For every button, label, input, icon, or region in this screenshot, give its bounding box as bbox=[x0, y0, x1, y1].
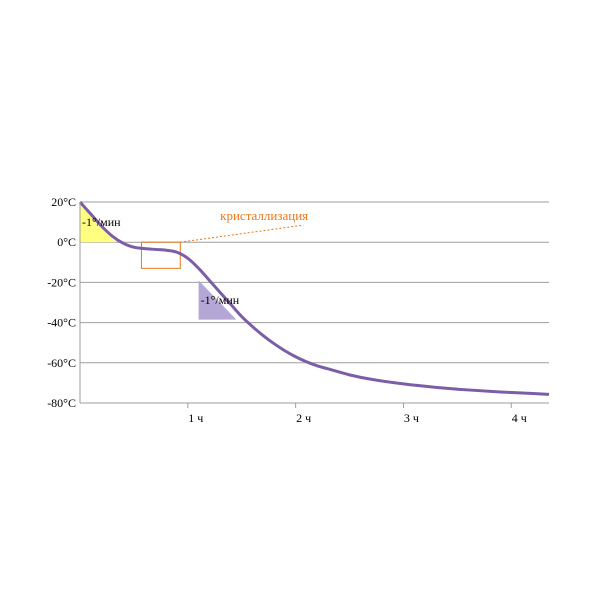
y-tick-label: 0°C bbox=[57, 235, 76, 249]
x-tick-label: 2 ч bbox=[296, 411, 311, 425]
axes bbox=[79, 202, 549, 408]
series-layer bbox=[78, 201, 550, 396]
y-tick-label: -40°C bbox=[47, 316, 76, 330]
x-tick-label: 1 ч bbox=[188, 411, 203, 425]
rate-label: -1°/мин bbox=[201, 293, 240, 307]
y-tick-label: -60°C bbox=[47, 356, 76, 370]
rate-label: -1°/мин bbox=[82, 215, 121, 229]
crystallization-box bbox=[140, 241, 181, 269]
series-line-temperature bbox=[78, 201, 550, 396]
rate-triangle bbox=[198, 280, 237, 320]
grid-lines bbox=[80, 201, 549, 404]
y-tick-label: -20°C bbox=[47, 275, 76, 289]
crystallization-label: кристаллизация bbox=[220, 208, 308, 223]
y-tick-label: 20°C bbox=[51, 195, 76, 209]
tick-labels: 20°C 0°C -20°C -40°C -60°C -80°C -1°/мин -1°/ми… bbox=[47, 195, 527, 425]
y-tick-label: -80°C bbox=[47, 396, 76, 410]
crystallization-leader-line bbox=[180, 224, 304, 243]
x-tick-label: 3 ч bbox=[404, 411, 419, 425]
x-tick-label: 4 ч bbox=[512, 411, 527, 425]
